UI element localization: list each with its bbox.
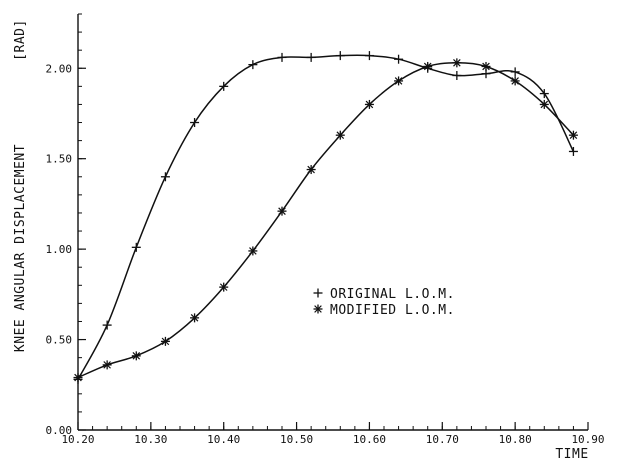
- data-point: [248, 246, 258, 256]
- x-axis-title: TIME: [555, 447, 588, 462]
- data-point: [277, 52, 287, 62]
- x-tick-label: 10.60: [353, 433, 386, 446]
- data-point: [248, 60, 258, 70]
- y-tick-label: 0.00: [46, 424, 73, 437]
- series-layer: [73, 51, 578, 384]
- data-point: [190, 118, 200, 128]
- data-point: [131, 242, 141, 252]
- data-point: [394, 76, 404, 86]
- x-tick-label: 10.30: [134, 433, 167, 446]
- data-point: [423, 61, 433, 71]
- data-point: [568, 146, 578, 156]
- x-tick-label: 10.20: [61, 433, 94, 446]
- data-point: [219, 81, 229, 91]
- x-tick-label: 10.40: [207, 433, 240, 446]
- legend-label: MODIFIED L.O.M.: [330, 303, 455, 318]
- series-line: [77, 54, 575, 380]
- data-point: [190, 313, 200, 323]
- x-tick-label: 10.80: [499, 433, 532, 446]
- data-point: [73, 373, 83, 383]
- y-tick-label: 2.00: [46, 62, 73, 75]
- data-point: [306, 165, 316, 175]
- x-tick-label: 10.90: [571, 433, 604, 446]
- x-tick-label: 10.50: [280, 433, 313, 446]
- data-point: [219, 282, 229, 292]
- y-tick-label: 0.50: [46, 334, 73, 347]
- x-tick-label: 10.70: [426, 433, 459, 446]
- data-point: [394, 54, 404, 64]
- data-point: [539, 89, 549, 99]
- data-point: [335, 130, 345, 140]
- chart-legend: ORIGINAL L.O.M.MODIFIED L.O.M.: [313, 287, 455, 318]
- data-point: [364, 99, 374, 109]
- data-point: [102, 320, 112, 330]
- y-axis-title: KNEE ANGULAR DISPLACEMENT: [13, 144, 28, 352]
- data-point: [510, 76, 520, 86]
- data-point: [306, 52, 316, 62]
- data-point: [335, 51, 345, 61]
- legend-marker: [313, 288, 323, 298]
- y-tick-label: 1.50: [46, 153, 73, 166]
- series-modified: [73, 58, 578, 383]
- chart-axes: 0.00 0.50 1.00 1.50 2.00 10.20 10.30 10.40 10.50…: [13, 13, 605, 462]
- legend-label: ORIGINAL L.O.M.: [330, 287, 455, 302]
- data-point: [160, 336, 170, 346]
- data-point: [510, 67, 520, 77]
- data-point: [568, 130, 578, 140]
- data-point: [364, 51, 374, 61]
- data-point: [102, 360, 112, 370]
- series-original: [73, 51, 578, 384]
- data-point: [452, 58, 462, 68]
- data-point: [481, 61, 491, 71]
- data-point: [277, 206, 287, 216]
- legend-marker: [313, 304, 323, 314]
- y-tick-label: 1.00: [46, 243, 73, 256]
- series-line: [77, 62, 574, 379]
- data-point: [539, 99, 549, 109]
- y-axis-unit: [RAD]: [13, 19, 28, 61]
- data-point: [131, 351, 141, 361]
- data-point: [452, 70, 462, 80]
- data-point: [160, 172, 170, 182]
